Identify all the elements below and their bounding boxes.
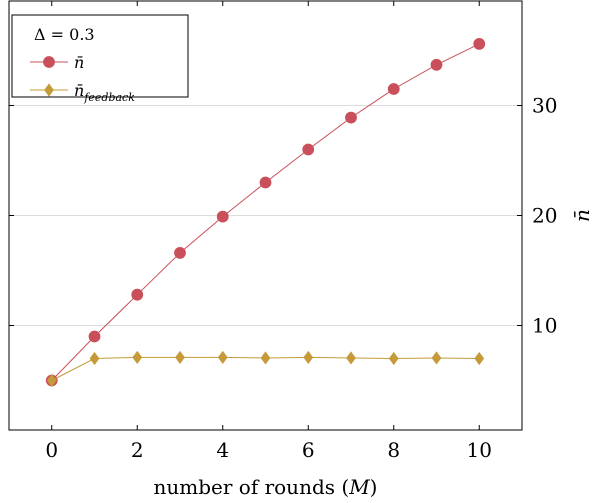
legend-label: n̄feedback [74,81,135,104]
data-point [431,351,442,365]
svg-text:n̄: n̄ [570,209,594,222]
y-tick-label: 20 [532,204,557,228]
data-point [346,351,356,365]
legend-marker [44,83,54,97]
x-tick-label: 8 [387,438,400,462]
data-point [473,38,486,50]
data-point [131,288,144,301]
data-point [46,373,57,388]
legend-title: Δ = 0.3 [34,25,95,44]
legend: Δ = 0.3 n̄ n̄feedback [11,14,189,104]
y-tick-label: 10 [532,314,557,338]
legend-item: n̄feedback [30,81,135,104]
data-point [89,351,100,366]
ticks-layer: 0 2 4 6 8 10 10 20 30 [9,1,557,462]
data-point [260,351,271,365]
legend-item: n̄ [30,53,84,72]
data-point [430,58,443,71]
legend-box [11,14,189,98]
y-tick-label: 30 [532,94,557,118]
x-tick-label: 2 [131,438,144,462]
data-point [88,330,101,343]
data-point [345,111,357,124]
legend-label: n̄ [74,53,84,72]
series-layer [45,38,486,388]
data-point [303,350,314,364]
x-tick-label: 4 [216,438,229,462]
data-point [217,350,228,364]
data-point [388,351,399,366]
x-axis-label: number of rounds (M) [154,475,378,499]
data-point [302,143,315,156]
series-2 [46,350,485,388]
grid-layer [9,105,522,326]
data-point [474,351,485,366]
data-point [174,246,186,259]
data-point [387,83,400,95]
data-point [132,350,143,364]
y-axis-label: n̄ [570,209,594,222]
x-tick-label: 10 [467,438,492,462]
x-tick-label: 6 [302,438,315,462]
data-point [175,350,185,364]
data-point [259,176,272,189]
data-point [216,210,229,223]
x-tick-label: 0 [45,438,58,462]
legend-marker [43,56,55,68]
